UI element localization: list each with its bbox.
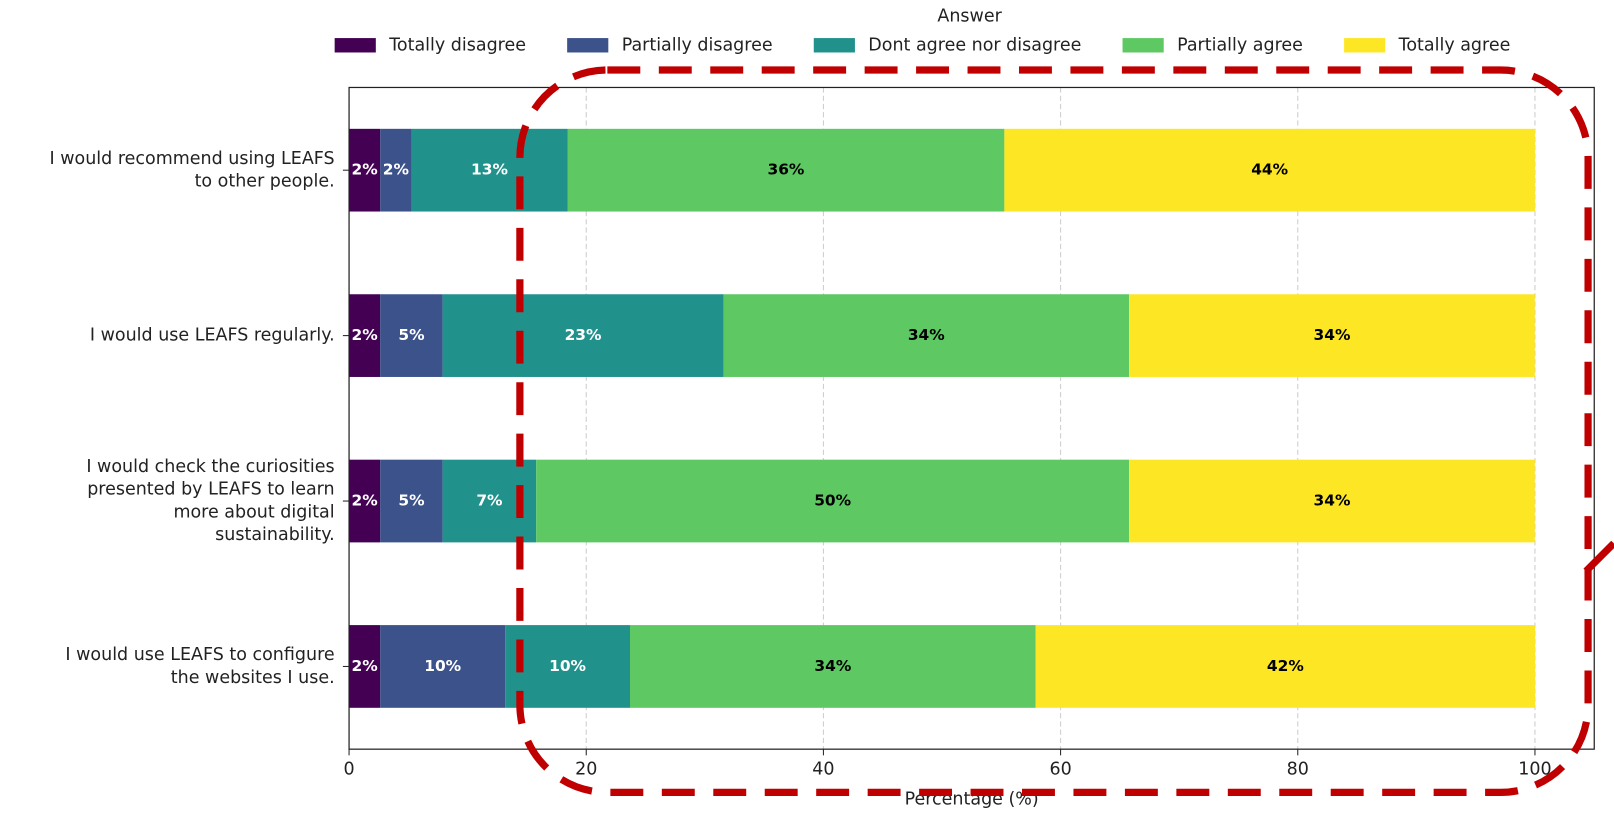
bar-segment xyxy=(567,128,1005,212)
value-label: 10% xyxy=(424,657,461,675)
legend-label: Partially agree xyxy=(1177,35,1303,55)
y-tick-label: I would recommend using LEAFS to other pe… xyxy=(50,149,335,192)
value-label: 34% xyxy=(1314,492,1351,510)
plot-frame xyxy=(348,86,1595,750)
value-label: 36% xyxy=(767,161,804,179)
y-tick-label-line: I would use LEAFS regularly. xyxy=(90,326,335,346)
bar-segment xyxy=(1129,294,1535,377)
highlight-annotation xyxy=(516,66,1592,796)
y-tick-label-line: I would recommend using LEAFS xyxy=(50,149,335,169)
value-label: 7% xyxy=(476,492,502,510)
y-tick-label-line: the websites I use. xyxy=(171,668,335,688)
value-label: 5% xyxy=(398,326,424,344)
legend-label: Dont agree nor disagree xyxy=(868,35,1081,55)
value-label: 23% xyxy=(565,326,602,344)
y-tick-label: I would check the curiosities presented b… xyxy=(86,457,334,545)
value-label: 2% xyxy=(352,492,378,510)
legend-swatch xyxy=(334,38,376,53)
bar-segment xyxy=(349,128,381,212)
value-label: 2% xyxy=(352,326,378,344)
y-tick-label-line: I would use LEAFS to configure xyxy=(65,645,334,665)
value-label: 2% xyxy=(352,657,378,675)
value-label: 42% xyxy=(1267,657,1304,675)
bar-segment xyxy=(380,294,443,377)
y-tick-label: I would use LEAFS regularly. xyxy=(90,326,335,346)
legend-swatch xyxy=(813,38,855,53)
x-tick-label: 80 xyxy=(1287,760,1309,780)
bar-segment xyxy=(411,128,568,212)
bar-segment xyxy=(349,459,381,543)
bar-segment xyxy=(536,459,1130,543)
value-label: 13% xyxy=(471,161,508,179)
annotation-arrow xyxy=(1583,540,1614,574)
x-tick-label: 100 xyxy=(1518,760,1551,780)
legend-label: Totally agree xyxy=(1398,35,1511,55)
value-label: 34% xyxy=(814,657,851,675)
bar-segment xyxy=(1035,625,1536,708)
x-tick-label: 20 xyxy=(575,760,597,780)
bar-segment xyxy=(1129,459,1535,543)
legend-swatch xyxy=(1122,38,1164,53)
legend-swatch xyxy=(1344,38,1386,53)
value-label: 34% xyxy=(1314,326,1351,344)
value-label: 2% xyxy=(352,161,378,179)
legend-label: Partially disagree xyxy=(622,35,773,55)
value-label: 10% xyxy=(549,657,586,675)
bar-segment xyxy=(380,459,443,543)
plot-area: 0 20 40 60 80 100 2% 2% 13% 36% 44% I would recomme… xyxy=(50,86,1595,780)
x-tick-label: 60 xyxy=(1049,760,1071,780)
y-tick-label-line: more about digital xyxy=(173,502,334,522)
legend-swatch xyxy=(567,38,609,53)
value-label: 44% xyxy=(1251,161,1288,179)
legend-title: Answer xyxy=(937,6,1002,26)
legend-label: Totally disagree xyxy=(388,35,526,55)
y-tick-label-line: to other people. xyxy=(195,172,335,192)
x-tick-label: 40 xyxy=(812,760,834,780)
bar-segment xyxy=(380,625,506,708)
y-tick-label-line: I would check the curiosities xyxy=(86,457,334,477)
bar-segment xyxy=(723,294,1130,377)
y-tick-label: I would use LEAFS to configure the websit… xyxy=(65,645,334,688)
bar-segment xyxy=(380,128,412,212)
value-label: 34% xyxy=(908,326,945,344)
y-tick-label-line: presented by LEAFS to learn xyxy=(87,480,334,500)
bar-segment xyxy=(1004,128,1535,212)
bar-segment xyxy=(349,625,381,708)
bar-segment xyxy=(629,625,1036,708)
value-label: 2% xyxy=(383,161,409,179)
y-tick-label-line: sustainability. xyxy=(215,525,334,545)
value-label: 50% xyxy=(814,492,851,510)
value-label: 5% xyxy=(398,492,424,510)
bar-segment xyxy=(442,294,724,377)
bar-segment xyxy=(349,294,381,377)
bar-segment xyxy=(505,625,630,708)
x-tick-label: 0 xyxy=(343,760,354,780)
